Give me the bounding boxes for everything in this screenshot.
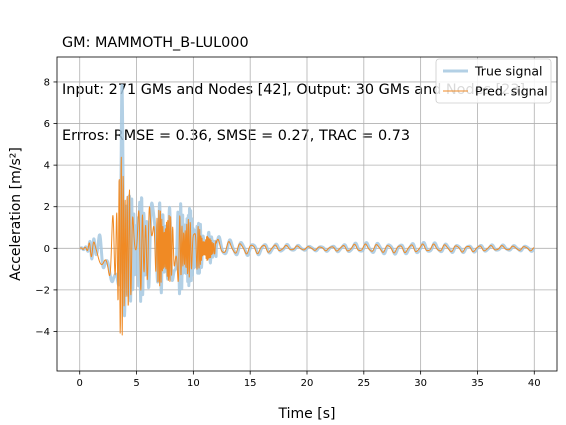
x-tick-label: 5 — [133, 378, 139, 389]
x-tick-label: 0 — [77, 378, 83, 389]
y-tick-label: −2 — [35, 285, 50, 296]
legend-label-1: Pred. signal — [475, 84, 548, 99]
y-tick-label: 0 — [44, 244, 50, 255]
x-tick-label: 10 — [187, 378, 200, 389]
y-tick-label: 2 — [44, 202, 50, 213]
x-axis-label: Time [s] — [278, 406, 336, 422]
x-tick-label: 40 — [528, 378, 541, 389]
ticks-layer: 0 5 10 15 20 25 30 35 40 −4 −2 0 2 4 6 8 — [35, 77, 540, 389]
x-tick-label: 35 — [471, 378, 484, 389]
y-tick-label: 6 — [44, 119, 50, 130]
x-tick-label: 15 — [244, 378, 257, 389]
y-tick-label: −4 — [35, 327, 50, 338]
y-axis-label: Acceleration [m/s²] — [8, 147, 24, 281]
legend-label-0: True signal — [474, 64, 543, 79]
x-tick-label: 25 — [357, 378, 370, 389]
x-tick-label: 20 — [301, 378, 314, 389]
y-tick-label: 8 — [44, 77, 50, 88]
legend: True signal Pred. signal — [436, 59, 551, 103]
y-tick-label: 4 — [44, 161, 50, 172]
x-tick-label: 30 — [414, 378, 427, 389]
